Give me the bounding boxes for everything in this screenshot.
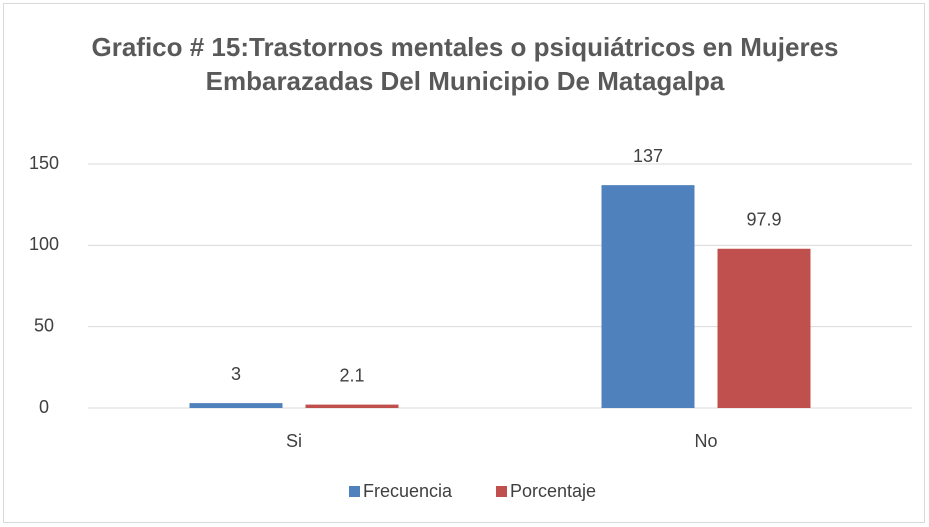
bar (601, 185, 695, 408)
x-tick-label: Si (286, 431, 302, 451)
bar (189, 403, 283, 408)
y-tick-label: 0 (39, 397, 49, 417)
legend-swatch (349, 486, 360, 497)
data-label: 97.9 (746, 209, 781, 229)
bar (717, 248, 811, 408)
legend-label: Frecuencia (363, 481, 453, 501)
data-label: 2.1 (339, 365, 364, 385)
data-label: 3 (231, 364, 241, 384)
legend-swatch (496, 486, 507, 497)
legend-label: Porcentaje (510, 481, 596, 501)
bar (305, 404, 399, 408)
x-tick-label: No (694, 431, 717, 451)
y-tick-label: 150 (29, 153, 59, 173)
y-tick-label: 50 (34, 315, 54, 335)
data-label: 137 (633, 146, 663, 166)
y-tick-label: 100 (29, 234, 59, 254)
chart-title: Grafico # 15:Trastornos mentales o psiqu… (91, 32, 839, 96)
chart-border (3, 3, 925, 523)
